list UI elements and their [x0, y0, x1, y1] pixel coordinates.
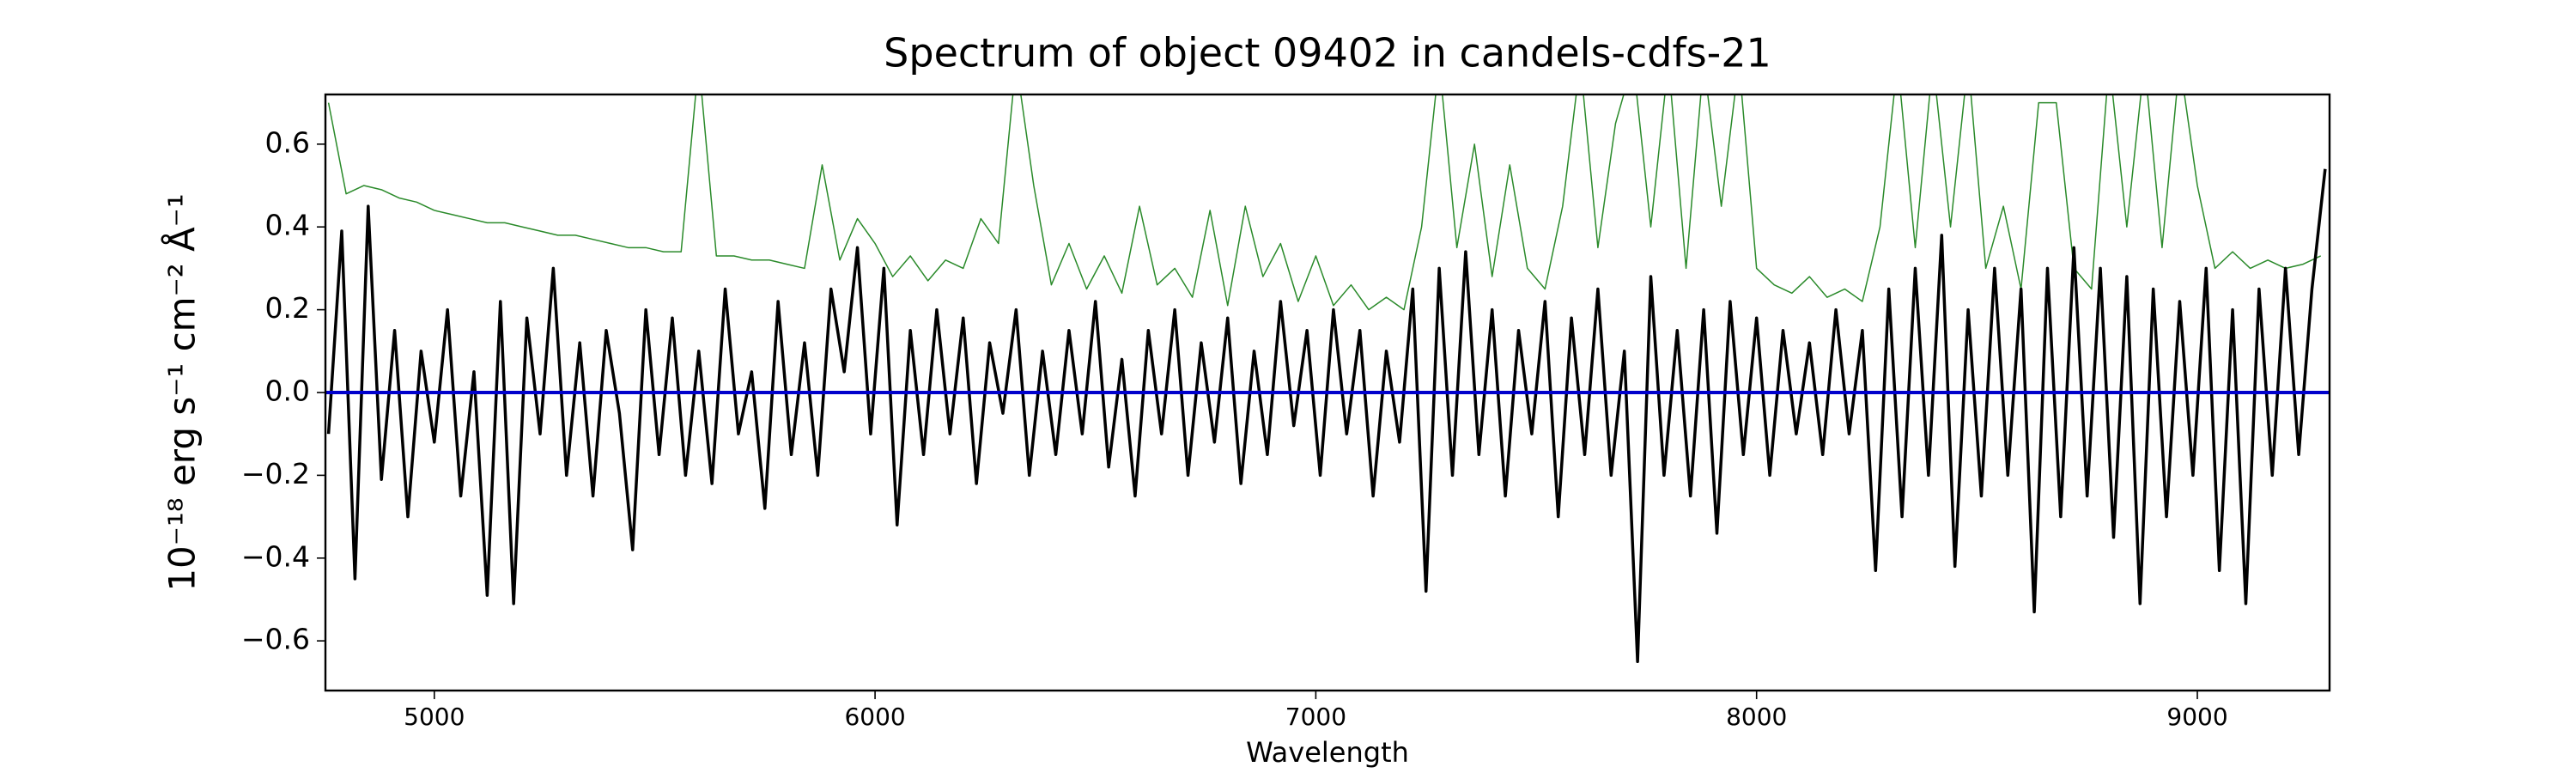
plot-area: [325, 94, 2330, 664]
y-tick-label: −0.4: [241, 539, 310, 573]
y-tick-label: 0.2: [265, 291, 310, 325]
x-axis-label: Wavelength: [1246, 736, 1409, 769]
y-tick-label: 0.0: [265, 374, 310, 408]
y-tick-label: 0.4: [265, 209, 310, 242]
y-tick-label: 0.6: [265, 125, 310, 159]
y-axis-label: 10⁻¹⁸ erg s⁻¹ cm⁻² Å⁻¹: [161, 193, 204, 591]
y-tick-label: −0.6: [241, 623, 310, 656]
x-tick-label: 9000: [2166, 703, 2227, 731]
spectrum-line: [327, 94, 2322, 311]
x-tick-label: 5000: [404, 703, 465, 731]
y-tick-label: −0.2: [241, 457, 310, 490]
x-tick-label: 7000: [1285, 703, 1346, 731]
x-tick-label: 6000: [844, 703, 905, 731]
x-tick-label: 8000: [1726, 703, 1787, 731]
chart-title: Spectrum of object 09402 in candels-cdfs…: [884, 30, 1771, 76]
